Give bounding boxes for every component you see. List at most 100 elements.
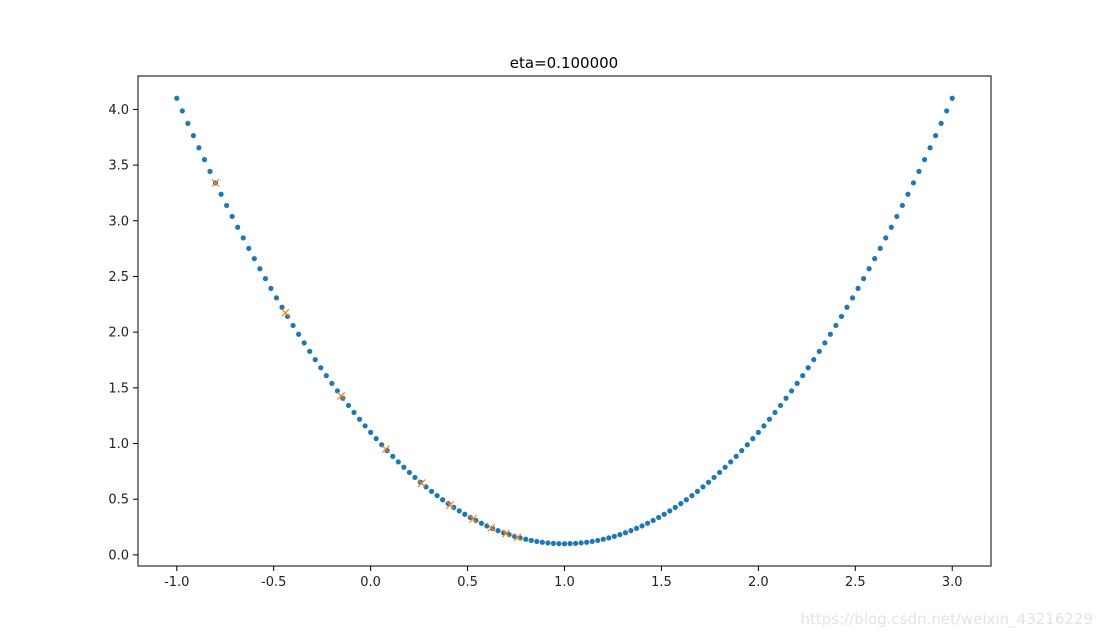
curve-point	[351, 409, 357, 416]
y-tick-label: 4.0	[108, 103, 129, 118]
curve-point	[323, 373, 329, 379]
curve-point	[650, 517, 656, 524]
curve-point	[877, 245, 883, 251]
curve-point	[894, 213, 900, 220]
curve-point	[910, 180, 917, 186]
series-steps	[211, 178, 522, 542]
curve-point	[617, 532, 623, 538]
curve-point	[545, 540, 551, 546]
curve-point	[822, 340, 828, 346]
curve-point	[849, 295, 856, 301]
curve-point	[888, 224, 894, 230]
curve-point	[550, 540, 557, 546]
curve-point	[284, 313, 291, 320]
x-tick-label: 3.0	[942, 575, 963, 590]
curve-point	[561, 541, 568, 547]
curve-point	[733, 453, 739, 459]
y-tick-label: 1.0	[108, 437, 129, 452]
curve-point	[661, 511, 667, 517]
curve-point	[196, 145, 202, 151]
curve-point	[861, 276, 867, 282]
curve-point	[224, 202, 230, 209]
step-marker	[417, 479, 426, 488]
x-tick-label: 0.5	[457, 575, 478, 590]
curve-point	[572, 540, 579, 546]
curve-point	[805, 365, 811, 371]
curve-point	[611, 533, 617, 539]
x-tick-label: -1.0	[164, 575, 189, 590]
curve-point	[933, 133, 939, 139]
curve-point	[949, 95, 955, 101]
y-tick-label: 3.5	[108, 159, 129, 174]
step-marker	[337, 391, 346, 400]
curve-point	[329, 380, 335, 386]
curve-point	[678, 501, 684, 507]
curve-point	[866, 266, 872, 272]
curve-point	[905, 191, 911, 197]
curve-point	[362, 423, 368, 429]
curve-point	[296, 331, 302, 337]
curve-point	[761, 423, 767, 429]
y-tick-label: 0.5	[108, 493, 129, 508]
y-tick-label: 2.5	[108, 270, 129, 285]
curve-point	[412, 474, 418, 481]
x-tick-label: 1.5	[651, 575, 672, 590]
curve-point	[833, 322, 839, 329]
curve-point	[705, 479, 712, 485]
curve-point	[872, 256, 878, 262]
curve-point	[273, 295, 280, 301]
step-marker	[446, 500, 455, 510]
curve-point	[639, 523, 645, 529]
curve-point	[672, 504, 678, 510]
curve-point	[728, 459, 734, 465]
y-tick-label: 3.0	[108, 214, 129, 229]
curve-point	[478, 520, 485, 526]
curve-point	[606, 535, 612, 541]
curve-point	[700, 484, 706, 490]
curve-point	[622, 530, 629, 536]
curve-point	[578, 540, 584, 546]
curve-point	[584, 539, 590, 545]
curve-point	[694, 488, 701, 494]
step-marker	[211, 178, 220, 187]
curve-point	[523, 536, 529, 542]
curve-point	[301, 340, 307, 346]
curve-point	[495, 528, 501, 534]
curve-point	[844, 304, 850, 310]
curve-point	[428, 488, 435, 494]
curve-point	[257, 266, 263, 272]
curve-point	[318, 365, 324, 371]
curve-point	[656, 514, 662, 521]
curve-point	[667, 508, 673, 514]
curve-point	[744, 442, 750, 448]
curve-point	[235, 224, 241, 230]
x-tick-label: 2.0	[748, 575, 769, 590]
curve-point	[739, 448, 745, 454]
plot-frame	[137, 75, 992, 567]
curve-point	[883, 235, 889, 241]
curve-point	[207, 168, 213, 174]
curve-point	[440, 497, 446, 503]
curve-point	[345, 402, 352, 409]
curve-point	[600, 536, 606, 542]
x-axis: -1.0 -0.5 0.0 0.5 1.0 1.5 2.0 2.5 3.0	[164, 566, 963, 590]
curve-point	[783, 395, 789, 401]
curve-point	[722, 464, 728, 470]
curve-point	[534, 538, 540, 545]
curve-point	[944, 108, 950, 114]
step-marker	[513, 533, 522, 542]
curve-point	[456, 508, 462, 514]
curve-point	[240, 235, 246, 241]
curve-point	[899, 202, 905, 209]
step-marker	[468, 514, 478, 523]
y-tick-label: 1.5	[108, 381, 129, 396]
curve-point	[827, 331, 833, 337]
curve-point	[838, 313, 845, 320]
x-tick-label: 1.0	[554, 575, 575, 590]
curve-point	[938, 120, 944, 126]
curve-point	[755, 429, 761, 435]
curve-point	[390, 453, 396, 459]
curve-point	[190, 133, 196, 139]
curve-point	[201, 157, 208, 163]
